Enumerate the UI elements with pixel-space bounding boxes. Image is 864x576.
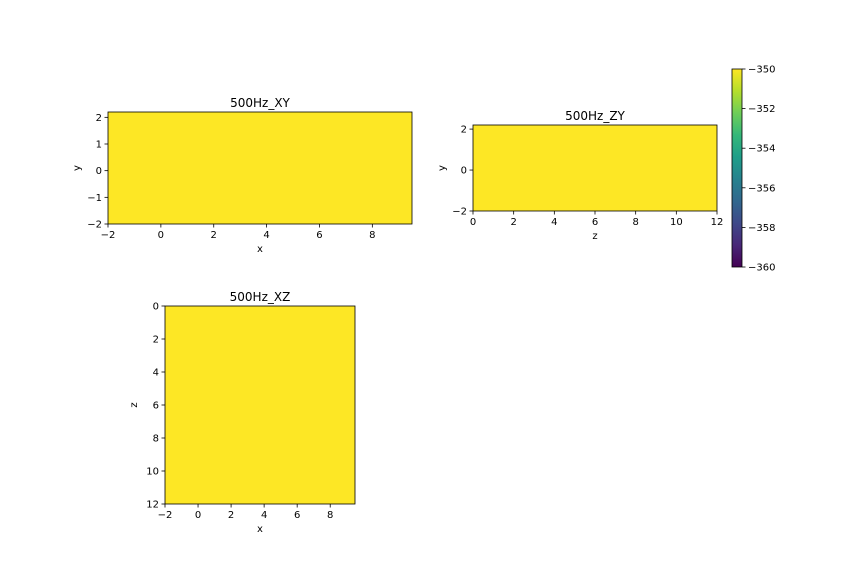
y-tick-label: 12 xyxy=(146,500,159,511)
subplot-title: 500Hz_ZY xyxy=(565,109,625,123)
x-tick-label: −2 xyxy=(158,510,173,521)
y-tick-label: 2 xyxy=(96,113,102,124)
y-tick-label: 1 xyxy=(96,140,102,151)
y-tick-label: 8 xyxy=(153,434,159,445)
y-tick-label: 10 xyxy=(146,467,159,478)
x-tick-label: 0 xyxy=(158,230,164,241)
colorbar-tick-label: −350 xyxy=(748,65,775,76)
x-tick-label: 0 xyxy=(470,217,476,228)
x-tick-label: 8 xyxy=(327,510,333,521)
x-tick-label: −2 xyxy=(101,230,116,241)
x-tick-label: 2 xyxy=(211,230,217,241)
y-tick-label: 0 xyxy=(461,166,467,177)
y-axis-label: z xyxy=(129,402,140,407)
x-tick-label: 2 xyxy=(510,217,516,228)
y-tick-label: −1 xyxy=(87,193,102,204)
x-tick-label: 6 xyxy=(294,510,300,521)
x-axis-label: z xyxy=(592,231,597,242)
y-tick-label: −2 xyxy=(452,207,467,218)
subplot-title: 500Hz_XZ xyxy=(230,290,291,304)
x-tick-label: 4 xyxy=(551,217,557,228)
y-tick-label: 2 xyxy=(461,125,467,136)
subplot-1: −2 0 2 4 6 8 −2 −1 0 1 2 500Hz_XYx y xyxy=(72,96,413,255)
x-axis-label: x xyxy=(257,524,263,535)
colorbar: −360 −358 −356 −354 −352 −350 xyxy=(731,65,775,274)
x-tick-label: 8 xyxy=(369,230,375,241)
axes-frame xyxy=(107,111,413,225)
y-tick-label: −2 xyxy=(87,220,102,231)
colorbar-tick-label: −354 xyxy=(748,144,775,155)
x-tick-label: 6 xyxy=(316,230,322,241)
x-tick-label: 2 xyxy=(228,510,234,521)
y-tick-label: 2 xyxy=(153,335,159,346)
colorbar-tick-label: −358 xyxy=(748,223,775,234)
colorbar-tick-label: −352 xyxy=(748,104,775,115)
heatmap-field xyxy=(473,125,717,211)
subplot-title: 500Hz_XY xyxy=(230,96,290,110)
colorbar-tick-label: −356 xyxy=(748,183,775,194)
x-tick-label: 12 xyxy=(711,217,724,228)
y-tick-label: 6 xyxy=(153,401,159,412)
colorbar-tick-label: −360 xyxy=(748,263,775,274)
x-tick-label: 4 xyxy=(261,510,267,521)
y-tick-label: 4 xyxy=(153,368,159,379)
x-tick-label: 6 xyxy=(592,217,598,228)
x-tick-label: 10 xyxy=(670,217,683,228)
colorbar-frame xyxy=(731,68,743,268)
y-axis-label: y xyxy=(437,165,448,171)
x-tick-label: 0 xyxy=(195,510,201,521)
colorbar-gradient xyxy=(732,69,742,267)
x-axis-label: x xyxy=(257,244,263,255)
heatmap-field xyxy=(108,112,412,224)
x-tick-label: 4 xyxy=(263,230,269,241)
subplot-3: −2 0 2 4 6 8 0 2 4 6 8 10 12 500Hz_XZx z xyxy=(129,290,356,535)
y-tick-label: 0 xyxy=(96,166,102,177)
heatmap-field xyxy=(165,306,355,504)
y-tick-label: 0 xyxy=(153,302,159,313)
x-tick-label: 8 xyxy=(632,217,638,228)
y-axis-label: y xyxy=(72,165,83,171)
